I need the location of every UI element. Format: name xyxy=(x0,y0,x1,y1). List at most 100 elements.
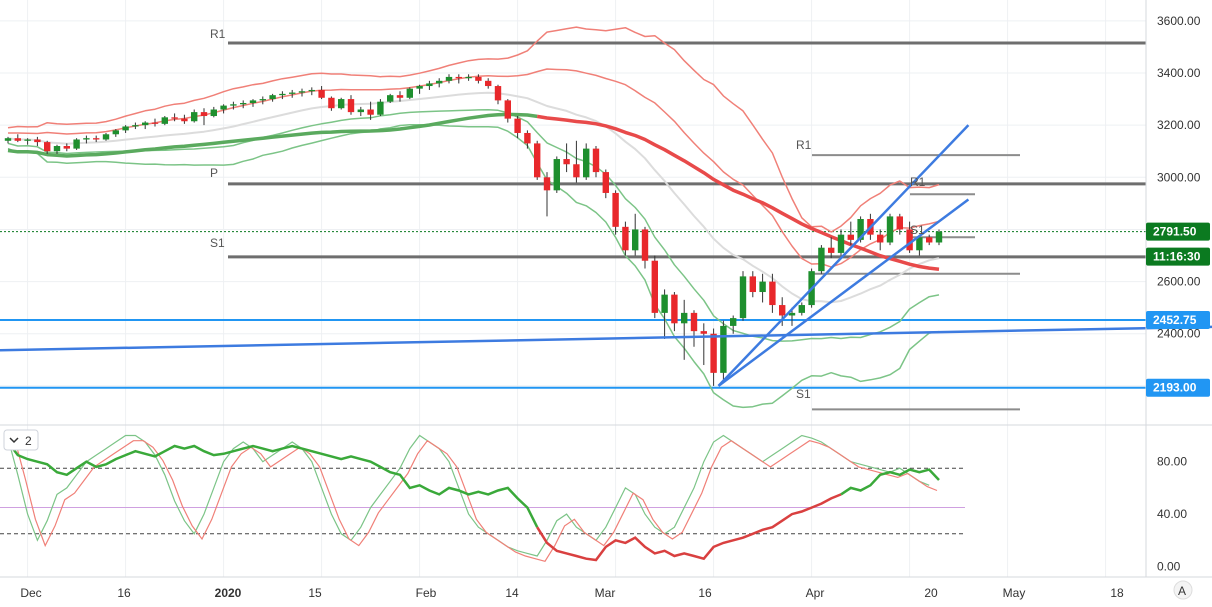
candle-down[interactable] xyxy=(641,229,649,261)
candle-down[interactable] xyxy=(828,247,835,253)
candle-down[interactable] xyxy=(494,86,502,101)
candle-up[interactable] xyxy=(230,104,237,106)
candle-up[interactable] xyxy=(583,148,590,178)
candle-up[interactable] xyxy=(357,109,364,113)
candle-up[interactable] xyxy=(24,139,31,141)
candle-down[interactable] xyxy=(171,117,178,119)
candle-down[interactable] xyxy=(14,138,21,141)
candle-down[interactable] xyxy=(671,294,678,324)
candle-down[interactable] xyxy=(328,97,335,109)
candle-down[interactable] xyxy=(44,142,51,152)
candle-up[interactable] xyxy=(720,325,727,373)
candle-up[interactable] xyxy=(416,86,423,89)
candle-down[interactable] xyxy=(769,281,776,306)
candle-down[interactable] xyxy=(573,164,580,178)
candle-up[interactable] xyxy=(445,76,453,81)
candle-up[interactable] xyxy=(426,83,433,87)
candle-down[interactable] xyxy=(367,109,374,115)
trend-line[interactable] xyxy=(717,124,970,387)
auto-scale-button[interactable]: A xyxy=(1173,580,1193,600)
candle-up[interactable] xyxy=(191,112,198,122)
candle-up[interactable] xyxy=(161,117,168,124)
trend-lines[interactable] xyxy=(0,124,1212,387)
candle-up[interactable] xyxy=(308,89,315,92)
candle-up[interactable] xyxy=(916,237,923,251)
candle-down[interactable] xyxy=(514,118,521,133)
candle-down[interactable] xyxy=(690,312,698,332)
candle-up[interactable] xyxy=(377,101,384,115)
candle-down[interactable] xyxy=(396,95,404,98)
candle-up[interactable] xyxy=(289,92,296,94)
candle-up[interactable] xyxy=(53,146,61,152)
candle-down[interactable] xyxy=(475,76,482,81)
candle-down[interactable] xyxy=(896,216,903,230)
candle-up[interactable] xyxy=(759,281,766,293)
candle-down[interactable] xyxy=(710,333,717,373)
candle-down[interactable] xyxy=(34,139,41,143)
candle-down[interactable] xyxy=(651,260,658,313)
candle-up[interactable] xyxy=(4,138,12,141)
candle-down[interactable] xyxy=(612,192,619,227)
candle-down[interactable] xyxy=(847,234,854,240)
trend-line[interactable] xyxy=(717,198,970,387)
indicator-collapse-badge[interactable]: 2 xyxy=(3,429,39,451)
candle-up[interactable] xyxy=(142,122,149,126)
candle-up[interactable] xyxy=(553,159,560,191)
candle-up[interactable] xyxy=(818,247,825,272)
candle-up[interactable] xyxy=(661,294,668,313)
candle-up[interactable] xyxy=(240,102,247,105)
trend-line[interactable] xyxy=(0,325,1212,352)
candle-up[interactable] xyxy=(259,99,266,101)
candle-down[interactable] xyxy=(347,99,355,113)
candle-down[interactable] xyxy=(779,305,786,316)
candle-up[interactable] xyxy=(249,100,257,103)
candle-up[interactable] xyxy=(220,105,227,110)
candle-down[interactable] xyxy=(318,89,325,98)
candle-up[interactable] xyxy=(935,231,943,243)
candle-up[interactable] xyxy=(387,95,394,102)
candle-up[interactable] xyxy=(406,88,413,98)
candle-down[interactable] xyxy=(700,331,707,334)
candle-down[interactable] xyxy=(602,172,609,193)
candle-down[interactable] xyxy=(749,276,756,293)
candle-down[interactable] xyxy=(93,138,100,140)
candles[interactable] xyxy=(4,74,943,386)
candle-up[interactable] xyxy=(730,318,737,326)
candle-down[interactable] xyxy=(504,100,511,119)
candle-up[interactable] xyxy=(73,139,80,149)
candle-down[interactable] xyxy=(592,148,600,173)
candle-up[interactable] xyxy=(122,126,129,131)
candle-down[interactable] xyxy=(563,159,570,165)
candle-down[interactable] xyxy=(63,146,70,149)
candle-up[interactable] xyxy=(798,305,805,313)
candle-down[interactable] xyxy=(926,237,933,243)
candle-down[interactable] xyxy=(524,132,531,144)
candle-down[interactable] xyxy=(485,80,492,87)
candle-up[interactable] xyxy=(632,229,639,251)
candle-up[interactable] xyxy=(681,312,688,324)
candle-up[interactable] xyxy=(298,91,306,93)
candle-up[interactable] xyxy=(857,219,864,240)
candle-up[interactable] xyxy=(465,76,472,79)
candle-down[interactable] xyxy=(455,76,462,79)
candle-up[interactable] xyxy=(132,125,139,127)
candle-up[interactable] xyxy=(739,276,747,319)
candle-up[interactable] xyxy=(210,109,217,117)
candle-down[interactable] xyxy=(543,177,551,191)
candle-up[interactable] xyxy=(112,130,119,135)
candle-down[interactable] xyxy=(622,226,629,251)
candle-down[interactable] xyxy=(181,118,188,122)
candle-down[interactable] xyxy=(877,234,884,243)
candle-down[interactable] xyxy=(534,143,541,178)
candle-up[interactable] xyxy=(279,93,286,96)
candle-up[interactable] xyxy=(788,312,796,316)
candle-up[interactable] xyxy=(338,99,345,109)
candle-up[interactable] xyxy=(436,80,443,84)
candle-up[interactable] xyxy=(102,134,110,140)
candle-up[interactable] xyxy=(83,138,90,140)
candle-down[interactable] xyxy=(151,122,159,124)
candle-up[interactable] xyxy=(886,216,894,243)
candle-up[interactable] xyxy=(837,234,845,253)
